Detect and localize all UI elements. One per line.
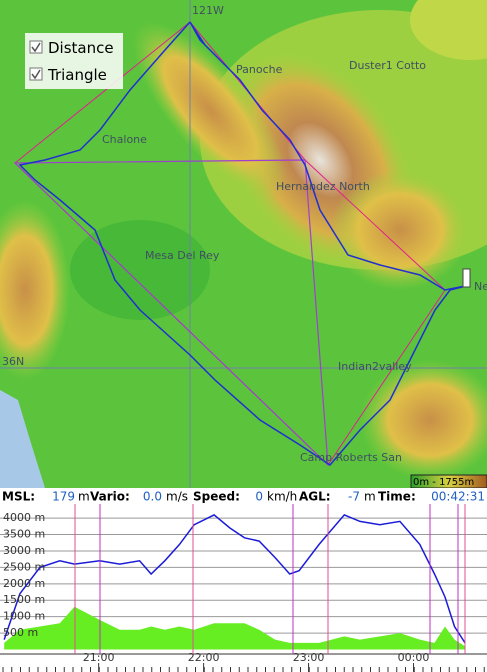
legend-item[interactable]: Triangle (47, 66, 107, 84)
x-tick-label: 21:00 (83, 651, 115, 664)
y-tick-label: 3000 m (3, 544, 45, 557)
sea (0, 390, 45, 488)
status-unit: km/h (267, 490, 297, 504)
y-tick-label: 2000 m (3, 577, 45, 590)
flight-track (18, 21, 471, 466)
place-label: Panoche (236, 63, 283, 76)
check (31, 42, 41, 53)
map: Distance Triangle 121W 36N Panoche Duste… (0, 0, 487, 488)
status-unit: m (78, 490, 90, 504)
y-tick-label: 2500 m (3, 560, 45, 573)
y-tick-label: 4000 m (3, 511, 45, 524)
status-bar: MSL: 179 m Vario: 0.0 m/s Speed: 0 km/h … (2, 490, 485, 504)
triangle-line (13, 159, 329, 467)
distance-line (14, 21, 446, 466)
place-label: Ne (474, 280, 487, 293)
place-label: Duster1 Cotto (349, 59, 426, 72)
glider-marker (462, 268, 471, 288)
legend-item[interactable]: Distance (48, 39, 114, 57)
status-value: 0 (255, 490, 263, 504)
grid-label: 121W (192, 4, 224, 17)
place-label: Hernandez North (276, 180, 370, 193)
status-value: 0.0 (143, 490, 162, 504)
checkbox[interactable] (29, 67, 43, 81)
checkbox[interactable] (29, 40, 43, 54)
x-tick-label: 22:00 (188, 651, 220, 664)
y-tick-label: 1000 m (3, 610, 45, 623)
place-label: Indian2valley (338, 360, 412, 373)
terrain (360, 360, 487, 480)
legend: Distance Triangle (25, 33, 123, 89)
terrain (410, 0, 487, 60)
status-value: 00:42:31 (431, 490, 485, 504)
markers (74, 504, 466, 654)
grid (0, 517, 487, 650)
status-label: Time: (378, 490, 416, 504)
status-value: 179 (52, 490, 75, 504)
y-tick-label: 1500 m (3, 593, 45, 606)
terrain (70, 220, 210, 320)
altitude-line (3, 513, 466, 644)
check (31, 69, 41, 80)
status-value: -7 (348, 490, 360, 504)
y-tick-label: 500 m (3, 626, 38, 639)
scale-label: 0m - 1755m (413, 477, 474, 488)
x-tick-label: 00:00 (398, 651, 430, 664)
altitude-chart: 500 m 1000 m 1500 m 2000 m 2500 m 3000 m 3500 … (0, 504, 487, 672)
place-label: Camp Roberts San (300, 451, 402, 464)
terrain (132, 21, 288, 199)
place-label: Chalone (102, 133, 147, 146)
scale-bar (410, 474, 487, 488)
status-label: Vario: (90, 490, 130, 504)
terrain (0, 200, 70, 380)
y-tick-label: 3500 m (3, 528, 45, 541)
status-label: MSL: (2, 490, 35, 504)
status-unit: m/s (166, 490, 188, 504)
status-unit: m (364, 490, 376, 504)
ground-area (4, 606, 465, 650)
x-tick-label: 23:00 (293, 651, 325, 664)
status-label: AGL: (299, 490, 331, 504)
status-label: Speed: (193, 490, 240, 504)
place-label: Mesa Del Rey (145, 249, 220, 262)
grid-label: 36N (2, 355, 24, 368)
